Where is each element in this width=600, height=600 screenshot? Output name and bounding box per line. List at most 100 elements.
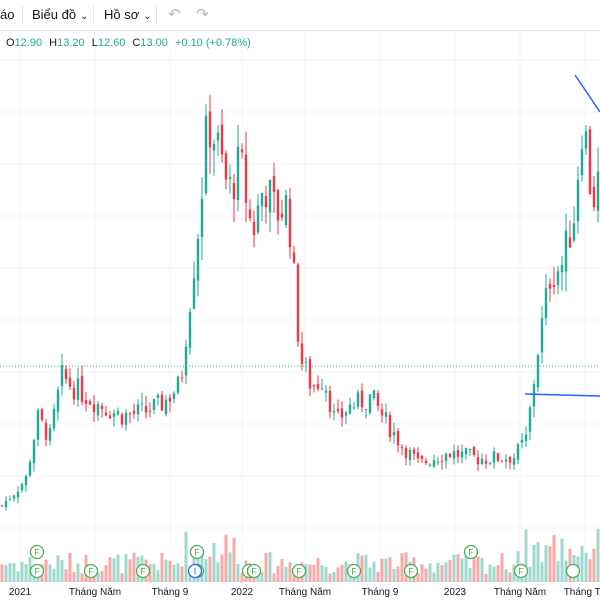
candle-body — [232, 183, 236, 200]
candle-body — [380, 409, 384, 416]
volume-bar — [68, 552, 72, 582]
event-marker-label: F — [296, 567, 302, 577]
volume-bar — [448, 559, 452, 582]
candle-body — [344, 412, 348, 416]
volume-bar — [392, 568, 396, 582]
candle-body — [424, 460, 428, 464]
candle-body — [560, 265, 564, 273]
candle-body — [148, 410, 152, 412]
ohlc-close-value: 13.00 — [140, 37, 168, 49]
candle-body — [392, 431, 396, 436]
volume-bar — [468, 567, 472, 582]
volume-bar — [388, 557, 392, 582]
volume-bar — [456, 554, 460, 582]
candle-body — [452, 450, 456, 459]
toolbar-divider — [156, 6, 157, 24]
candle-body — [160, 394, 164, 411]
candle-body — [532, 384, 536, 407]
volume-bar — [504, 569, 508, 582]
candle-body — [0, 505, 4, 507]
candle-body — [88, 401, 92, 405]
volume-bar — [12, 563, 16, 582]
candle-body — [568, 237, 572, 248]
candle-body — [336, 408, 340, 412]
candle-body — [496, 453, 500, 461]
candle-body — [184, 346, 188, 376]
volume-bar — [364, 554, 368, 582]
volume-bar — [336, 567, 340, 582]
candle-body — [332, 410, 336, 413]
chart-menu-button[interactable]: Biểu đồ ⌄ — [32, 7, 88, 22]
candle-body — [420, 455, 424, 459]
volume-bar — [220, 554, 224, 582]
x-axis-tick-label: 2021 — [9, 587, 32, 598]
candle-body — [112, 413, 116, 417]
volume-bar — [228, 552, 232, 582]
volume-bar — [176, 563, 180, 582]
volume-bar — [224, 534, 228, 582]
volume-bar — [332, 572, 336, 582]
volume-bar — [160, 552, 164, 582]
candle-body — [508, 456, 512, 463]
volume-bar — [64, 569, 68, 582]
volume-bar — [208, 556, 212, 582]
candle-body — [440, 461, 444, 463]
ohlc-high-value: 13.20 — [57, 37, 85, 49]
event-marker-icon — [565, 563, 581, 579]
candle-body — [32, 439, 36, 463]
volume-bar — [44, 559, 48, 582]
event-marker-label: F — [140, 567, 146, 577]
volume-bar — [508, 572, 512, 582]
candle-body — [356, 392, 360, 407]
candle-body — [416, 452, 420, 459]
volume-bar — [484, 573, 488, 582]
event-marker-label: I — [194, 567, 197, 577]
volume-bar — [396, 566, 400, 582]
x-axis-tick-label: 2022 — [231, 587, 254, 598]
event-marker-icon — [29, 544, 45, 560]
volume-bar — [308, 564, 312, 582]
volume-bar — [592, 548, 596, 582]
profile-menu-button[interactable]: Hồ sơ ⌄ — [104, 7, 152, 22]
candle-body — [96, 403, 100, 416]
volume-bar — [480, 557, 484, 582]
volume-bar — [152, 563, 156, 582]
x-axis-tick-label: Tháng Năm — [69, 587, 121, 598]
event-marker-icon — [187, 563, 203, 579]
candle-body — [328, 390, 332, 412]
chevron-down-icon: ⌄ — [80, 11, 89, 22]
volume-bar — [324, 566, 328, 582]
volume-bar — [292, 570, 296, 582]
candle-body — [352, 407, 356, 409]
volume-bar — [104, 565, 108, 582]
volume-bar — [512, 564, 516, 582]
toolbar-item-alerts[interactable]: áo — [0, 7, 15, 22]
candle-body — [584, 131, 588, 149]
candle-body — [236, 146, 240, 200]
volume-bar — [528, 566, 532, 582]
redo-icon[interactable]: ↷ — [196, 6, 209, 23]
candle-body — [464, 448, 468, 455]
volume-bar — [400, 553, 404, 582]
candle-body — [100, 405, 104, 410]
candle-body — [308, 359, 312, 389]
candle-body — [364, 409, 368, 411]
candle-body — [324, 390, 328, 393]
volume-bar — [328, 573, 332, 582]
undo-icon[interactable]: ↶ — [168, 6, 181, 23]
event-marker-icon — [463, 544, 479, 560]
candle-body — [300, 343, 304, 365]
candle-body — [168, 397, 172, 402]
candle-body — [28, 462, 32, 476]
ohlc-open-label: O — [6, 37, 15, 49]
volume-bar — [500, 553, 504, 582]
candle-body — [468, 449, 472, 451]
volume-bar — [212, 543, 216, 582]
candle-body — [140, 403, 144, 405]
ohlc-close-label: C — [132, 37, 141, 49]
volume-bar — [264, 552, 268, 582]
candle-body — [128, 413, 132, 415]
volume-bar — [416, 573, 420, 582]
volume-bar — [436, 562, 440, 582]
